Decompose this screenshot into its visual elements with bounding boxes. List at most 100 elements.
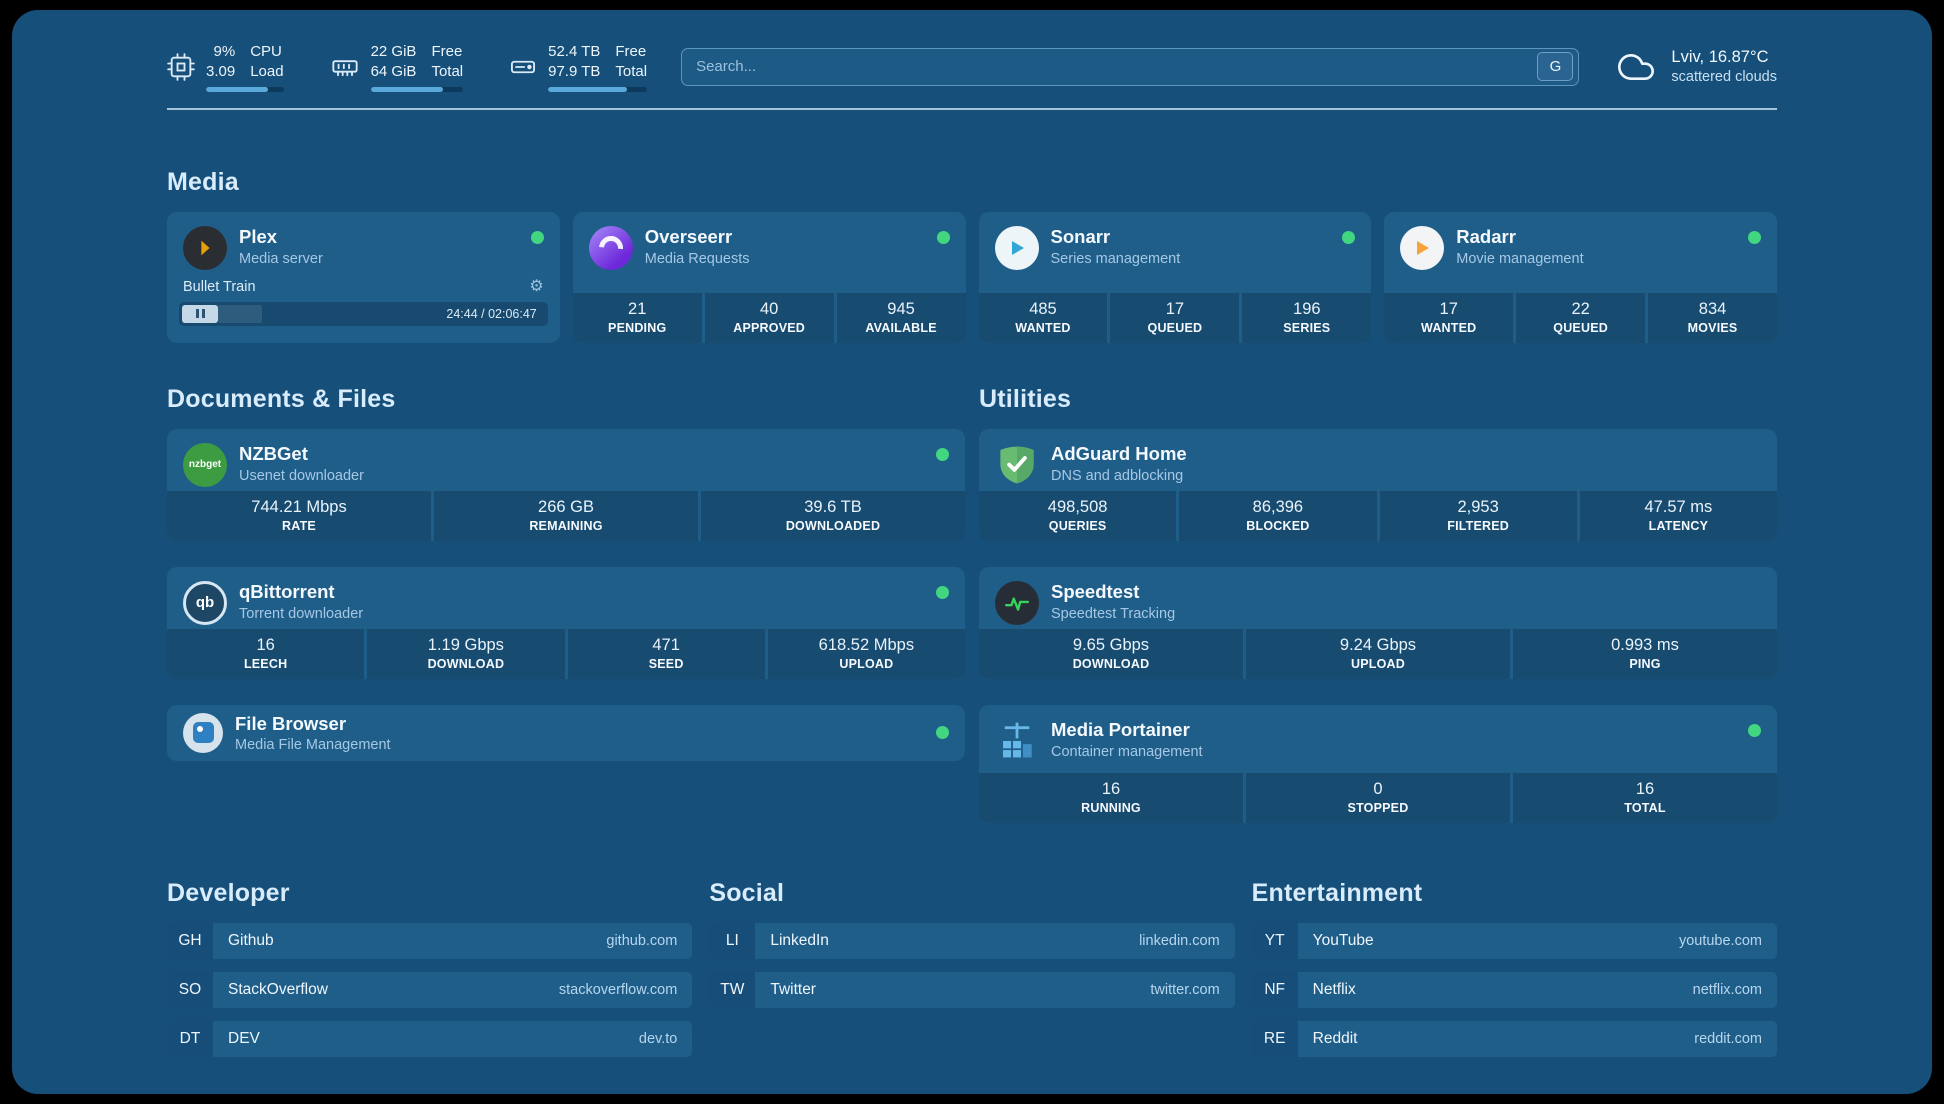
stat-label: RATE	[282, 518, 316, 533]
service-card-portainer[interactable]: Media Portainer Container management 16 …	[979, 704, 1777, 823]
plex-player: 24:44 / 02:06:47	[179, 301, 548, 326]
stat-value: 471	[652, 635, 680, 654]
search-bar[interactable]: G	[681, 47, 1580, 86]
bookmark-abbr: SO	[167, 971, 213, 1008]
service-card-filebrowser[interactable]: File Browser Media File Management	[167, 704, 965, 761]
memory-free-label: Free	[431, 43, 463, 60]
cpu-percent: 9%	[213, 43, 236, 60]
service-card-overseerr[interactable]: Overseerr Media Requests 21 PENDING 40 A…	[572, 211, 966, 343]
bookmark-url: dev.to	[638, 1030, 678, 1047]
stat-label: TOTAL	[1624, 800, 1666, 815]
service-stats: 16 LEECH 1.19 Gbps DOWNLOAD 471 SEED 618…	[167, 628, 965, 679]
playback-time: 24:44 / 02:06:47	[446, 306, 537, 321]
bookmark-abbr: LI	[709, 922, 756, 959]
service-title-block: NZBGet Usenet downloader	[239, 443, 924, 484]
portainer-header: Media Portainer Container management	[979, 705, 1777, 763]
service-card-speedtest[interactable]: Speedtest Speedtest Tracking 9.65 Gbps D…	[979, 566, 1777, 679]
service-card-plex[interactable]: Plex Media server Bullet Train ⚙ 24:44 /…	[167, 211, 560, 343]
top-bar: 9% 3.09 CPU Load	[167, 42, 1777, 92]
sonarr-icon	[994, 225, 1039, 270]
bookmark-dev[interactable]: DT DEV dev.to	[167, 1020, 693, 1057]
search-engine-button[interactable]: G	[1537, 52, 1574, 82]
stat-label: QUEUED	[1147, 320, 1203, 335]
bookmark-url: stackoverflow.com	[558, 981, 678, 998]
bookmark-twitter[interactable]: TW Twitter twitter.com	[709, 971, 1235, 1008]
stat-label: RUNNING	[1081, 800, 1141, 815]
disk-widget: 52.4 TB 97.9 TB Free Total	[509, 42, 648, 92]
disk-free-label: Free	[615, 43, 647, 60]
stat-movies: 834 MOVIES	[1648, 292, 1777, 343]
service-card-sonarr[interactable]: Sonarr Series management 485 WANTED 17 Q…	[978, 211, 1372, 343]
stat-label: QUERIES	[1048, 518, 1107, 533]
bookmark-abbr: RE	[1251, 1020, 1298, 1057]
stat-label: STOPPED	[1347, 800, 1409, 815]
bookmark-heads: Developer Social Entertainment	[167, 879, 1777, 908]
section-title-media: Media	[167, 167, 239, 196]
stat-value: 16	[1635, 779, 1655, 798]
disk-readings: 52.4 TB 97.9 TB Free Total	[548, 42, 648, 92]
stat-stopped: 0 STOPPED	[1246, 772, 1510, 823]
cpu-readings: 9% 3.09 CPU Load	[206, 42, 284, 92]
stat-ping: 0.993 ms PING	[1513, 628, 1777, 679]
stat-value: 22	[1571, 299, 1590, 318]
sonarr-header: Sonarr Series management	[979, 212, 1372, 270]
bookmark-url: reddit.com	[1694, 1030, 1762, 1047]
service-subtitle: Movie management	[1456, 250, 1584, 267]
status-indicator	[530, 230, 544, 244]
pause-button[interactable]	[182, 304, 218, 323]
service-title-block: Speedtest Speedtest Tracking	[1051, 581, 1761, 622]
radarr-header: Radarr Movie management	[1384, 212, 1777, 270]
stat-label: UPLOAD	[839, 656, 894, 671]
services-grid: nzbget NZBGet Usenet downloader 744.21 M…	[167, 428, 1777, 823]
stat-wanted: 485 WANTED	[978, 292, 1108, 343]
bookmark-name: Twitter	[770, 980, 816, 998]
stat-label: REMAINING	[529, 518, 603, 533]
service-subtitle: Media File Management	[235, 736, 391, 753]
gear-icon[interactable]: ⚙	[529, 277, 544, 295]
stat-value: 2,953	[1457, 497, 1499, 516]
stat-available: 945 AVAILABLE	[836, 292, 966, 343]
memory-total-value: 64 GiB	[370, 62, 417, 80]
now-playing-title: Bullet Train	[183, 278, 256, 295]
stat-value: 0.993 ms	[1611, 635, 1679, 654]
bookmark-stackoverflow[interactable]: SO StackOverflow stackoverflow.com	[167, 971, 693, 1008]
service-card-nzbget[interactable]: nzbget NZBGet Usenet downloader 744.21 M…	[167, 428, 965, 541]
bookmark-youtube[interactable]: YT YouTube youtube.com	[1251, 922, 1777, 959]
bookmark-abbr: GH	[167, 922, 213, 959]
stat-value: 744.21 Mbps	[251, 497, 347, 516]
nzbget-header: nzbget NZBGet Usenet downloader	[167, 429, 965, 487]
service-card-qbittorrent[interactable]: qb qBittorrent Torrent downloader 16 LEE…	[167, 566, 965, 679]
stat-value: 834	[1698, 299, 1727, 318]
stat-label: UPLOAD	[1351, 656, 1405, 671]
stat-value: 266 GB	[538, 497, 594, 516]
service-name: AdGuard Home	[1051, 442, 1187, 464]
speedtest-header: Speedtest Speedtest Tracking	[979, 567, 1777, 625]
stat-label: PENDING	[608, 320, 667, 335]
stat-label: LEECH	[243, 656, 288, 671]
stat-latency: 47.57 ms LATENCY	[1579, 490, 1777, 541]
service-card-radarr[interactable]: Radarr Movie management 17 WANTED 22 QUE…	[1384, 211, 1777, 343]
service-card-adguard[interactable]: AdGuard Home DNS and adblocking 498,508 …	[979, 428, 1777, 541]
service-name: Radarr	[1456, 225, 1516, 247]
bookmark-netflix[interactable]: NF Netflix netflix.com	[1251, 971, 1777, 1008]
search-input[interactable]	[696, 58, 1538, 76]
stat-upload: 9.24 Gbps UPLOAD	[1246, 628, 1510, 679]
bookmark-name: LinkedIn	[770, 931, 829, 949]
stat-label: MOVIES	[1687, 320, 1738, 335]
bookmark-reddit[interactable]: RE Reddit reddit.com	[1251, 1020, 1777, 1057]
dashboard-page: 9% 3.09 CPU Load	[12, 10, 1932, 1094]
stat-upload: 618.52 Mbps UPLOAD	[767, 628, 965, 679]
bookmark-github[interactable]: GH Github github.com	[167, 922, 693, 959]
playback-progress-fill	[218, 304, 263, 323]
now-playing-row: Bullet Train ⚙	[167, 277, 560, 295]
memory-total-label: Total	[431, 62, 464, 80]
stat-running: 16 RUNNING	[979, 772, 1243, 823]
qbittorrent-icon-text: qb	[195, 594, 215, 612]
stat-label: SERIES	[1283, 320, 1331, 335]
playback-progress-track[interactable]	[218, 304, 438, 323]
weather-location: Lviv, 16.87°C	[1671, 47, 1769, 66]
bookmark-linkedin[interactable]: LI LinkedIn linkedin.com	[709, 922, 1235, 959]
section-title-utilities: Utilities	[979, 384, 1072, 413]
bookmark-url: twitter.com	[1150, 981, 1220, 998]
bookmark-abbr: DT	[167, 1020, 213, 1057]
